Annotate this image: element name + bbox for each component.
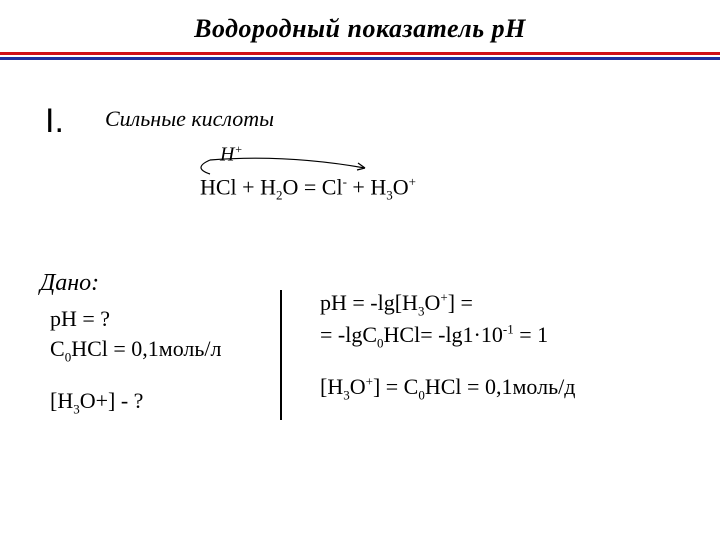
solution-line: pH = -lg[H3O+] = (320, 288, 575, 320)
solution-line: [H3O+] = C0HCl = 0,1моль/д (320, 372, 575, 404)
given-line: pH = ? (50, 304, 222, 334)
solution-block: pH = -lg[H3O+] = = -lgC0HCl= -lg1·10-1 =… (320, 288, 575, 404)
slide-header: Водородный показатель рН (0, 0, 720, 60)
given-label: Дано: (40, 270, 99, 297)
section-subtitle: Сильные кислоты (105, 106, 274, 132)
solution-line: = -lgC0HCl= -lg1·10-1 = 1 (320, 320, 575, 352)
dissociation-equation: HCl + H2O = Cl- + H3O+ (200, 174, 416, 204)
spacer (50, 366, 222, 386)
given-line: [H3O+] - ? (50, 386, 222, 418)
slide-title: Водородный показатель рН (0, 14, 720, 44)
spacer (320, 352, 575, 372)
tricolor-rule (0, 52, 720, 60)
given-line: C0HCl = 0,1моль/л (50, 334, 222, 366)
section-number: I. (45, 102, 64, 141)
rule-blue (0, 57, 720, 60)
given-block: pH = ? C0HCl = 0,1моль/л [H3O+] - ? (50, 304, 222, 418)
vertical-divider (280, 290, 282, 420)
